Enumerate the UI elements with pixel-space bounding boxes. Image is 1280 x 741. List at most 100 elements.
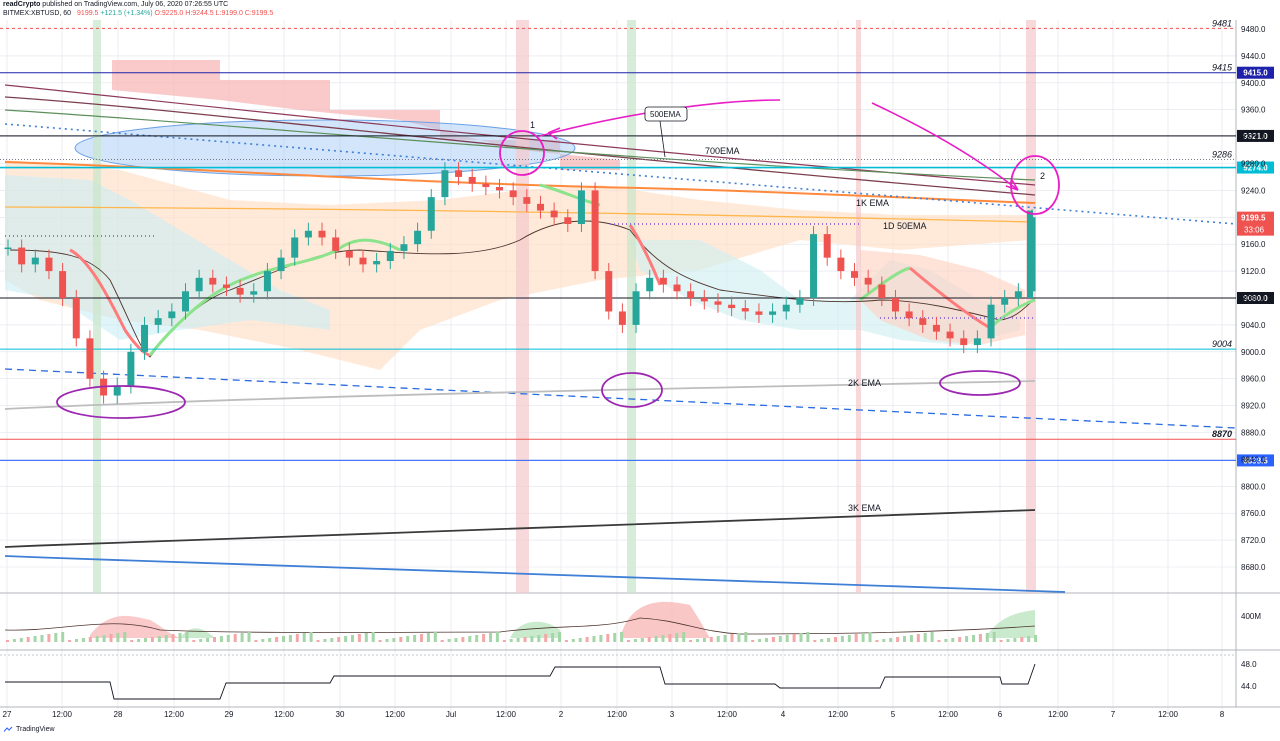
volume-bar	[985, 633, 989, 642]
volume-bar	[744, 632, 748, 642]
volume-bar	[751, 640, 755, 642]
price-tick: 9480.0	[1241, 25, 1266, 34]
volume-bar	[489, 633, 492, 642]
volume-bar	[447, 639, 451, 642]
candle-body	[373, 261, 381, 265]
volume-bar	[454, 638, 458, 642]
signal-band	[516, 20, 529, 593]
tradingview-logo-icon	[3, 726, 13, 732]
candle-body	[891, 298, 899, 312]
volume-bar	[116, 633, 120, 642]
candles	[4, 162, 1036, 404]
ema-line	[859, 266, 911, 302]
volume-bar	[778, 636, 782, 642]
volume-bar	[834, 637, 837, 642]
time-tick: 12:00	[717, 710, 738, 719]
publish-info: published on TradingView.com, July 06, 2…	[42, 1, 229, 8]
low-marker-circle	[939, 370, 1021, 396]
time-tick: 12:00	[496, 710, 517, 719]
volume-bar	[330, 638, 334, 642]
price-tick: 9240.0	[1241, 186, 1266, 195]
volume-bar	[302, 633, 306, 642]
label-3k-ema: 3K EMA	[848, 503, 881, 513]
candle-body	[222, 284, 230, 288]
volume-bar	[261, 639, 265, 642]
volume-bar	[392, 638, 396, 642]
price-axis[interactable]: 9415.0 9321.0 9274.0 9080.0 8838.5 9480.0 9440…	[1237, 25, 1274, 572]
volume-bar	[385, 639, 389, 642]
time-tick: 28	[114, 710, 123, 719]
volume-bar	[109, 634, 113, 642]
price-tick: 8720.0	[1241, 536, 1266, 545]
volume-bar	[558, 632, 561, 642]
volume-bar	[68, 640, 72, 642]
candle-body	[441, 170, 449, 198]
volume-bar	[288, 635, 292, 642]
ema-line	[4, 161, 1036, 204]
level-badge	[1237, 66, 1274, 79]
volume-bar	[889, 638, 893, 642]
volume-bar	[178, 633, 182, 642]
volume-cloud	[620, 601, 710, 638]
volume-bar	[130, 640, 134, 642]
volume-bar	[854, 634, 858, 642]
volume-bar	[820, 639, 824, 642]
volume-bar	[440, 640, 444, 642]
price-tick: 9080.0	[1241, 294, 1266, 303]
candle-body	[523, 197, 531, 204]
volume-bar	[861, 633, 865, 642]
candle-body	[823, 234, 831, 258]
volume-bar	[54, 633, 58, 642]
candle-body	[386, 250, 394, 262]
annotation-stroke	[871, 102, 1019, 191]
volume-bar	[295, 634, 299, 642]
ema-lines	[4, 84, 1237, 593]
price-tick: 9000.0	[1241, 348, 1266, 357]
level-badge	[1237, 454, 1274, 467]
candle-body	[277, 257, 285, 272]
indicator-pane: 48.0 44.0	[0, 654, 1257, 700]
annotation-circle-2	[1010, 155, 1060, 215]
candle-body	[973, 338, 981, 346]
ohlc-values: O:9225.0 H:9244.5 L:9199.0 C:9199.5	[154, 10, 274, 17]
candle-body	[127, 351, 135, 386]
time-tick: 8	[1220, 710, 1225, 719]
last-price-value: 9199.5	[1241, 214, 1266, 223]
level-badge-text: 9321.0	[1243, 132, 1268, 141]
volume-bar	[137, 639, 141, 642]
volume-bar	[95, 636, 99, 642]
volume-bar	[758, 639, 762, 642]
signal-band	[93, 20, 101, 593]
indicator-step-line	[5, 663, 1036, 700]
annotation-label-1: 1	[530, 120, 535, 130]
volume-bar	[903, 636, 906, 642]
author-name[interactable]: readCrypto	[3, 1, 41, 8]
candle-body	[864, 277, 872, 285]
time-tick: 12:00	[938, 710, 959, 719]
volume-bar	[233, 634, 237, 642]
volume-bar	[75, 639, 78, 642]
candle-body	[618, 311, 626, 325]
volume-bar	[344, 636, 348, 642]
volume-cloud	[985, 610, 1035, 638]
volume-bar	[123, 632, 127, 642]
volume-bar	[578, 638, 582, 642]
volume-bar	[675, 633, 679, 642]
volume-bar	[509, 639, 513, 642]
volume-bar	[689, 640, 693, 642]
volume-bar	[709, 637, 713, 642]
volume-bar	[47, 634, 51, 642]
time-axis[interactable]: 27 12:00 28 12:00 29 12:00 30 12:00 Jul 12:00 2 12:…	[3, 710, 1225, 719]
candle-body	[86, 338, 94, 379]
signal-band	[627, 20, 636, 593]
candle-body	[236, 287, 244, 295]
tradingview-footer[interactable]: TradingView	[3, 726, 55, 733]
level-label: 9004	[1212, 339, 1232, 349]
volume-bar	[840, 636, 844, 642]
cloud-area	[112, 60, 620, 170]
signal-bands	[93, 20, 1036, 593]
volume-cloud	[510, 621, 560, 638]
candle-body	[919, 318, 927, 325]
candle-body	[1027, 210, 1033, 298]
volume-bar	[544, 634, 548, 642]
